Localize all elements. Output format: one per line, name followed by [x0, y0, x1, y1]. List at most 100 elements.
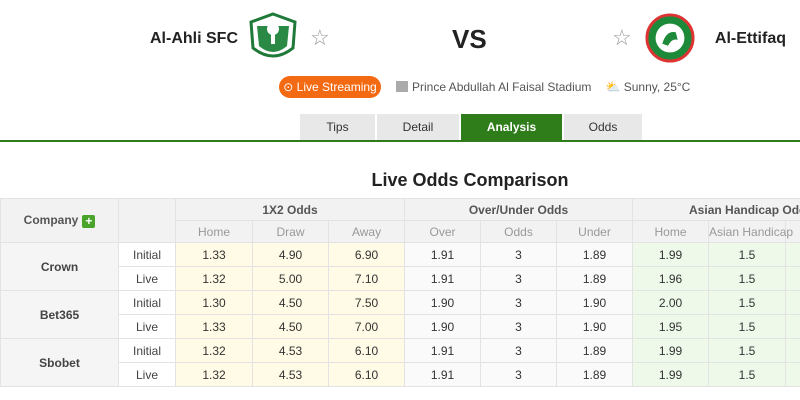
subheader: Home [175, 220, 253, 243]
odds-value [785, 314, 800, 339]
favorite-home-star-icon[interactable]: ☆ [310, 25, 330, 50]
subheader: Away [327, 220, 406, 243]
table-row: Live 1.32 4.53 6.10 1.91 3 1.89 1.99 1.5 [1, 362, 800, 387]
odds-value: 3 [480, 338, 558, 363]
odds-value: 1.90 [404, 314, 482, 339]
odds-value: 4.53 [252, 338, 329, 363]
odds-value [785, 266, 800, 291]
odds-value: 1.91 [404, 338, 482, 363]
odds-value: 3 [480, 314, 558, 339]
odds-value: 1.89 [556, 338, 634, 363]
stadium-info: Prince Abdullah Al Faisal Stadium [396, 80, 591, 94]
odds-value: 1.5 [708, 266, 787, 291]
odds-value: 1.91 [404, 266, 482, 291]
odds-value: 7.00 [327, 314, 406, 339]
weather-sunny-cloud-icon: ⛅ [605, 80, 621, 94]
table-row: Sbobet Initial 1.32 4.53 6.10 1.91 3 1.89 1.99 1.… [0, 338, 800, 387]
odds-value: 1.30 [175, 290, 253, 315]
home-team-logo [249, 12, 297, 58]
add-company-plus-icon[interactable]: + [82, 214, 96, 228]
away-team-logo [645, 13, 695, 63]
odds-value: 7.10 [327, 266, 406, 291]
odds-value: 6.10 [327, 362, 406, 387]
home-team-name[interactable]: Al-Ahli SFC [150, 30, 238, 47]
odds-value: 3 [480, 266, 558, 291]
odds-value: 1.96 [632, 266, 710, 291]
away-team-name[interactable]: Al-Ettifaq [714, 30, 786, 47]
odds-table-body: Crown Initial 1.33 4.90 6.90 1.91 3 1.89 1.99 1.5… [0, 242, 800, 387]
weather-text: Sunny, 25°C [623, 80, 691, 94]
weather-info: ⛅ Sunny, 25°C [605, 80, 690, 94]
tab-analysis[interactable]: Analysis [461, 114, 562, 141]
tab-detail[interactable]: Detail [377, 114, 459, 141]
odds-value: 4.90 [252, 242, 329, 267]
odds-value [785, 242, 800, 267]
subheader: Under [556, 220, 634, 243]
table-row: Bet365 Initial 1.30 4.50 7.50 1.90 3 1.90 2.00 1.… [0, 290, 800, 339]
type-header [118, 198, 176, 243]
odds-value [785, 290, 800, 315]
group-header-over-under: Over/Under Odds [404, 198, 634, 221]
odds-value: 1.90 [556, 290, 634, 315]
company-name[interactable]: Sbobet [0, 338, 119, 387]
odds-value: 1.99 [632, 362, 710, 387]
live-streaming-label: Live Streaming [296, 80, 377, 94]
favorite-away-star-icon[interactable]: ☆ [612, 25, 632, 50]
odds-value: 1.32 [175, 362, 253, 387]
odds-value: 1.32 [175, 338, 253, 363]
subheader: Over [404, 220, 482, 243]
odds-value: 6.90 [327, 242, 406, 267]
odds-value: 1.32 [175, 266, 253, 291]
odds-type: Live [118, 314, 176, 339]
subheader: Home [632, 220, 710, 243]
odds-value: 1.33 [175, 314, 253, 339]
odds-type: Live [118, 362, 176, 387]
odds-value: 1.91 [404, 362, 482, 387]
odds-value: 1.89 [556, 362, 634, 387]
odds-value: 2.00 [632, 290, 710, 315]
odds-value: 1.91 [404, 242, 482, 267]
tab-tips[interactable]: Tips [300, 114, 375, 141]
table-row: Live 1.32 5.00 7.10 1.91 3 1.89 1.96 1.5 [1, 266, 800, 291]
odds-value: 1.95 [632, 314, 710, 339]
subheader: Asian Handicap [708, 220, 793, 243]
table-row: Crown Initial 1.33 4.90 6.90 1.91 3 1.89 1.99 1.5 [0, 242, 800, 291]
odds-value: 5.00 [252, 266, 329, 291]
odds-value: 4.50 [252, 314, 329, 339]
odds-type: Initial [118, 338, 176, 363]
odds-value: 1.89 [556, 266, 634, 291]
odds-type: Initial [118, 290, 176, 315]
table-row: Live 1.33 4.50 7.00 1.90 3 1.90 1.95 1.5 [1, 314, 800, 339]
stadium-icon [396, 81, 408, 92]
subheader: Odds [480, 220, 558, 243]
odds-value [785, 338, 800, 363]
odds-value: 1.5 [708, 314, 787, 339]
odds-value: 7.50 [327, 290, 406, 315]
odds-value: 4.53 [252, 362, 329, 387]
company-name[interactable]: Crown [0, 242, 119, 291]
company-name[interactable]: Bet365 [0, 290, 119, 339]
odds-table: Company + 1X2 Odds Over/Under Odds Asian … [0, 198, 800, 387]
odds-value: 6.10 [327, 338, 406, 363]
play-icon: ⊙ [283, 80, 297, 94]
odds-type: Live [118, 266, 176, 291]
odds-value: 3 [480, 242, 558, 267]
odds-value: 1.33 [175, 242, 253, 267]
company-header-label: Company [23, 213, 79, 228]
odds-value: 1.5 [708, 242, 787, 267]
odds-value: 1.90 [404, 290, 482, 315]
odds-value [785, 362, 800, 387]
odds-value: 1.5 [708, 338, 787, 363]
match-info-row: Prince Abdullah Al Faisal Stadium ⛅ Sunn… [396, 80, 690, 94]
stadium-name: Prince Abdullah Al Faisal Stadium [412, 80, 592, 94]
odds-value: 3 [480, 290, 558, 315]
odds-value: 1.89 [556, 242, 634, 267]
live-streaming-button[interactable]: ⊙ Live Streaming [279, 76, 381, 98]
section-title: Live Odds Comparison [371, 170, 569, 190]
tab-odds[interactable]: Odds [564, 114, 642, 141]
subheader [785, 220, 800, 243]
odds-value: 4.50 [252, 290, 329, 315]
subheader: Draw [252, 220, 329, 243]
odds-value: 1.99 [632, 242, 710, 267]
odds-value: 3 [480, 362, 558, 387]
